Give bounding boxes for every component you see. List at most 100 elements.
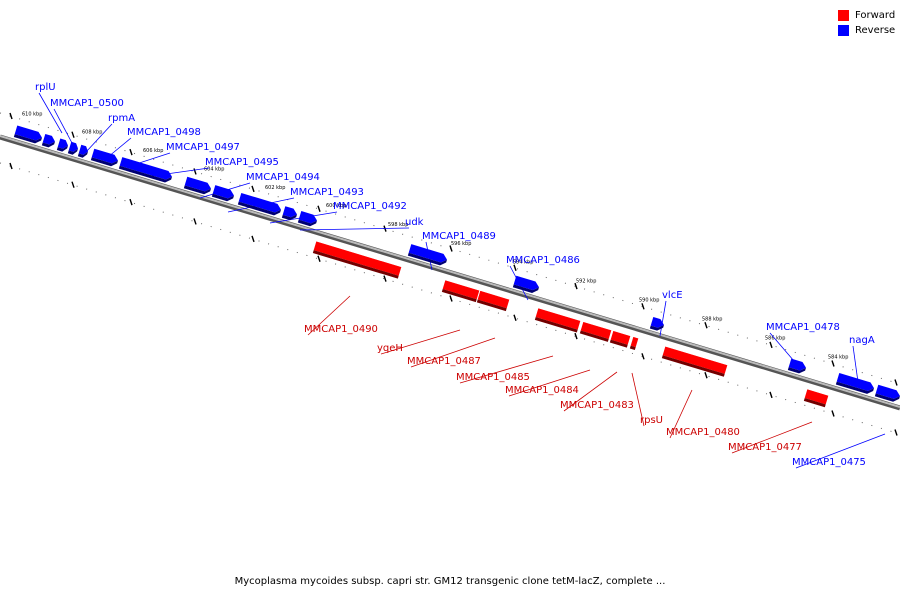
tick-major-lower (251, 235, 255, 243)
tick-label: 584 kbp (828, 354, 848, 360)
tick-major-lower (704, 372, 708, 379)
leader-line (508, 369, 591, 397)
gene-label: MMCAP1_0487 (407, 356, 481, 367)
tick-major-upper (449, 245, 453, 252)
gene-label: udk (405, 217, 424, 228)
tick-major-lower (9, 162, 13, 170)
gene-label: rplU (35, 82, 56, 93)
tick-major-upper (769, 341, 773, 349)
leader-line (631, 372, 645, 427)
tick-major-lower (513, 314, 517, 321)
reverse-feature (281, 206, 298, 221)
leader-line (852, 345, 859, 383)
gene-label: MMCAP1_0495 (205, 157, 279, 168)
gene-label: MMCAP1_0484 (505, 385, 579, 396)
reverse-feature (67, 141, 78, 155)
tick-label: 610 kbp (22, 112, 42, 118)
forward-feature (609, 330, 631, 348)
leader-line (107, 137, 132, 158)
tick-major-upper (704, 322, 708, 329)
tick-label: 604 kbp (204, 166, 224, 172)
leader-line (410, 337, 496, 368)
reverse-swatch (838, 25, 849, 36)
gene-label: nagA (849, 335, 875, 346)
reverse-feature (649, 317, 664, 331)
reverse-feature (237, 192, 282, 216)
tick-label: 586 kbp (765, 335, 785, 341)
gene-label: MMCAP1_0497 (166, 142, 240, 153)
gene-label: MMCAP1_0475 (792, 457, 866, 468)
tick-major-lower (129, 198, 133, 206)
tick-major-upper (894, 379, 898, 386)
gene-label: MMCAP1_0492 (333, 201, 407, 212)
reverse-feature (56, 138, 68, 152)
tick-major-upper (641, 303, 645, 310)
leader-line (380, 329, 461, 355)
gene-labels: rplU MMCAP1_0500 rpmA MMCAP1_0498 MMCAP1_049… (35, 82, 875, 468)
gene-label: MMCAP1_0500 (50, 98, 124, 109)
leader-line (85, 123, 113, 153)
legend: Forward Reverse (838, 8, 895, 38)
map-caption: Mycoplasma mycoides subsp. capri str. GM… (234, 576, 666, 587)
legend-item-reverse: Reverse (838, 23, 895, 38)
leader-line (795, 433, 886, 469)
tick-label: 590 kbp (639, 297, 659, 303)
leader-line (38, 92, 63, 134)
gene-label: MMCAP1_0485 (456, 372, 530, 383)
legend-label-forward: Forward (855, 10, 896, 21)
reverse-feature (787, 358, 806, 374)
tick-major-lower (574, 332, 578, 340)
gene-label: rpsU (640, 415, 663, 426)
tick-major-upper (129, 148, 133, 156)
tick-major-upper (513, 264, 517, 271)
leader-line (669, 389, 693, 439)
leader-line (459, 355, 554, 384)
reverse-feature (512, 275, 539, 294)
gene-label: MMCAP1_0493 (290, 187, 364, 198)
forward-feature (312, 241, 402, 279)
leader-line (731, 421, 813, 454)
tick-major-lower (831, 410, 835, 417)
forward-feature (476, 290, 510, 312)
leader-line (299, 227, 410, 231)
tick-major-lower (894, 429, 898, 436)
reverse-feature (118, 157, 173, 183)
forward-feature (534, 308, 581, 333)
reverse-feature (835, 373, 874, 394)
gene-label: MMCAP1_0498 (127, 127, 201, 138)
tick-major-upper (193, 168, 197, 175)
tick-major-lower (317, 255, 321, 262)
tick-major-lower (641, 353, 645, 360)
forward-feature (803, 389, 829, 408)
gene-label: MMCAP1_0494 (246, 172, 320, 183)
forward-track-guide (0, 162, 900, 435)
reverse-feature (90, 148, 119, 167)
tick-marks: 610 kbp 608 kbp 606 kbp 604 kbp 602 kbp 600 k… (9, 112, 898, 436)
tick-major-lower (71, 181, 75, 188)
reverse-feature (297, 211, 318, 227)
forward-feature (579, 321, 612, 342)
reverse-feature (183, 176, 212, 195)
tick-label: 596 kbp (451, 241, 471, 247)
tick-label: 602 kbp (265, 185, 285, 191)
reverse-feature (13, 125, 42, 144)
tick-major-upper (71, 131, 75, 138)
tick-major-upper (574, 282, 578, 290)
gene-label: MMCAP1_0489 (422, 231, 496, 242)
reverse-track-guide (0, 112, 900, 385)
tick-major-lower (769, 391, 773, 399)
tick-major-upper (317, 205, 321, 212)
reverse-feature (211, 185, 234, 202)
gene-label: vlcE (662, 290, 683, 301)
reverse-feature (77, 144, 88, 158)
tick-label: 588 kbp (702, 316, 722, 322)
tick-label: 594 kbp (513, 259, 533, 265)
gene-label: rpmA (108, 113, 135, 124)
leader-line (659, 300, 667, 337)
tick-major-upper (831, 360, 835, 367)
leader-line (53, 108, 73, 144)
reverse-feature (874, 384, 900, 402)
leader-line (307, 295, 351, 336)
tick-label: 592 kbp (576, 278, 596, 284)
